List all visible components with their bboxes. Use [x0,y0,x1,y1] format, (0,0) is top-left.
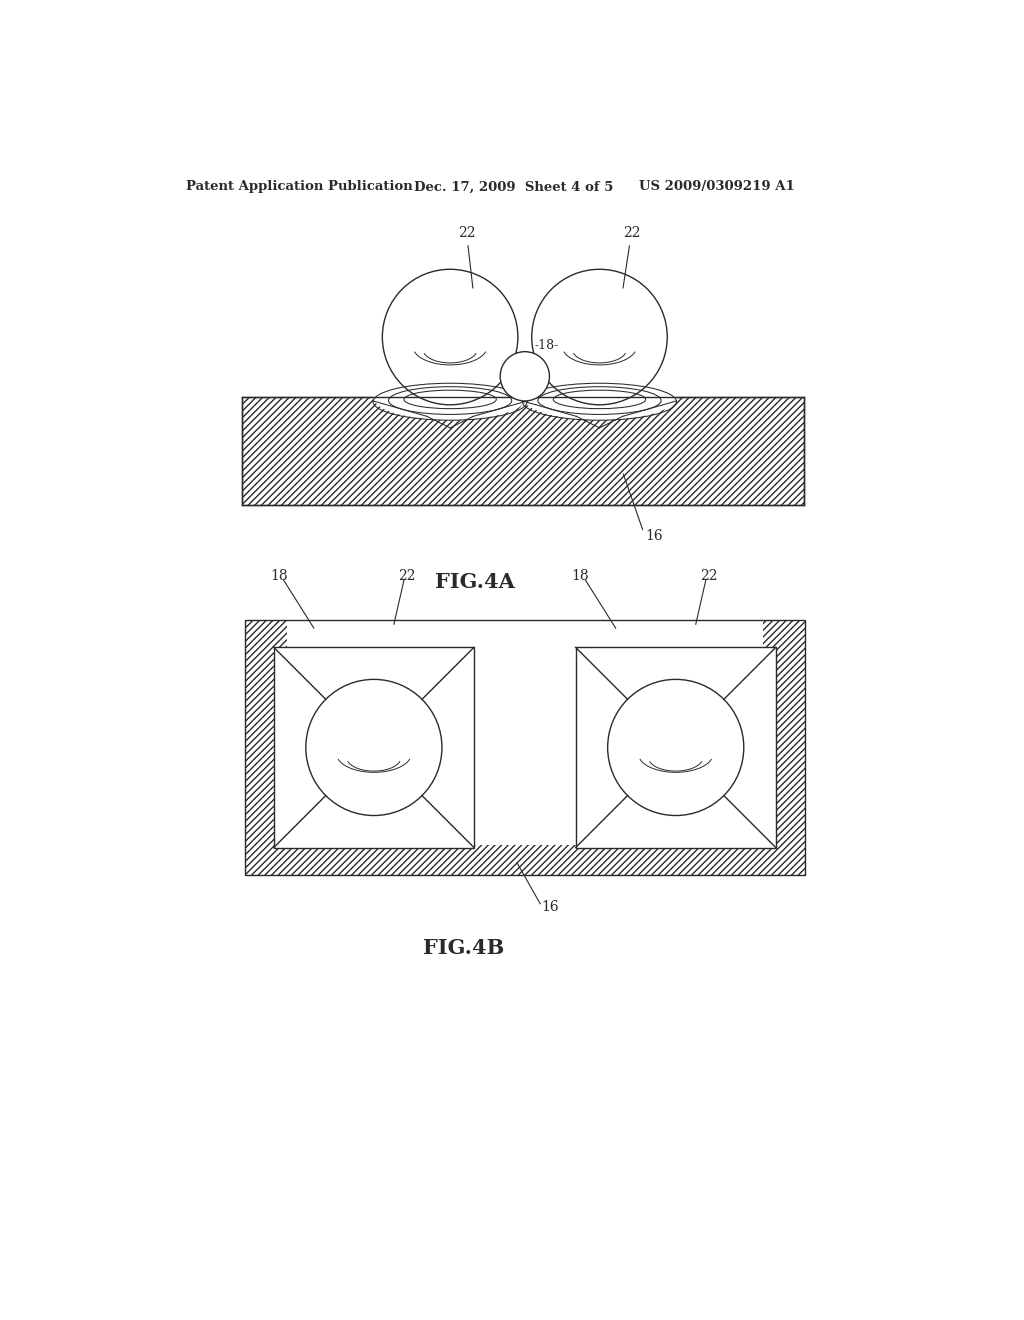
Bar [245,620,805,875]
Ellipse shape [373,374,527,420]
Bar [575,647,776,847]
Circle shape [607,680,743,816]
Text: -18-: -18- [535,339,558,352]
Text: Patent Application Publication: Patent Application Publication [186,181,413,194]
Ellipse shape [522,374,677,420]
Text: 16: 16 [645,529,663,543]
Bar [575,647,776,847]
Bar [763,620,805,875]
Bar [287,845,763,875]
Text: Dec. 17, 2009  Sheet 4 of 5: Dec. 17, 2009 Sheet 4 of 5 [414,181,613,194]
Text: 22: 22 [397,569,416,582]
Text: 22: 22 [458,226,475,288]
Text: 18: 18 [270,569,288,582]
Text: FIG.4A: FIG.4A [435,572,515,591]
Text: FIG.4B: FIG.4B [423,937,505,957]
Bar [245,620,287,875]
Circle shape [531,269,668,405]
Circle shape [306,680,442,816]
Text: 18: 18 [571,569,590,582]
Text: 22: 22 [699,569,717,582]
Circle shape [382,269,518,405]
Bar [273,647,474,847]
Text: 22: 22 [623,226,640,288]
Bar [243,397,804,506]
Circle shape [500,351,550,401]
Bar [245,620,805,875]
Text: US 2009/0309219 A1: US 2009/0309219 A1 [639,181,795,194]
Bar [273,647,474,847]
Text: 16: 16 [542,900,559,913]
